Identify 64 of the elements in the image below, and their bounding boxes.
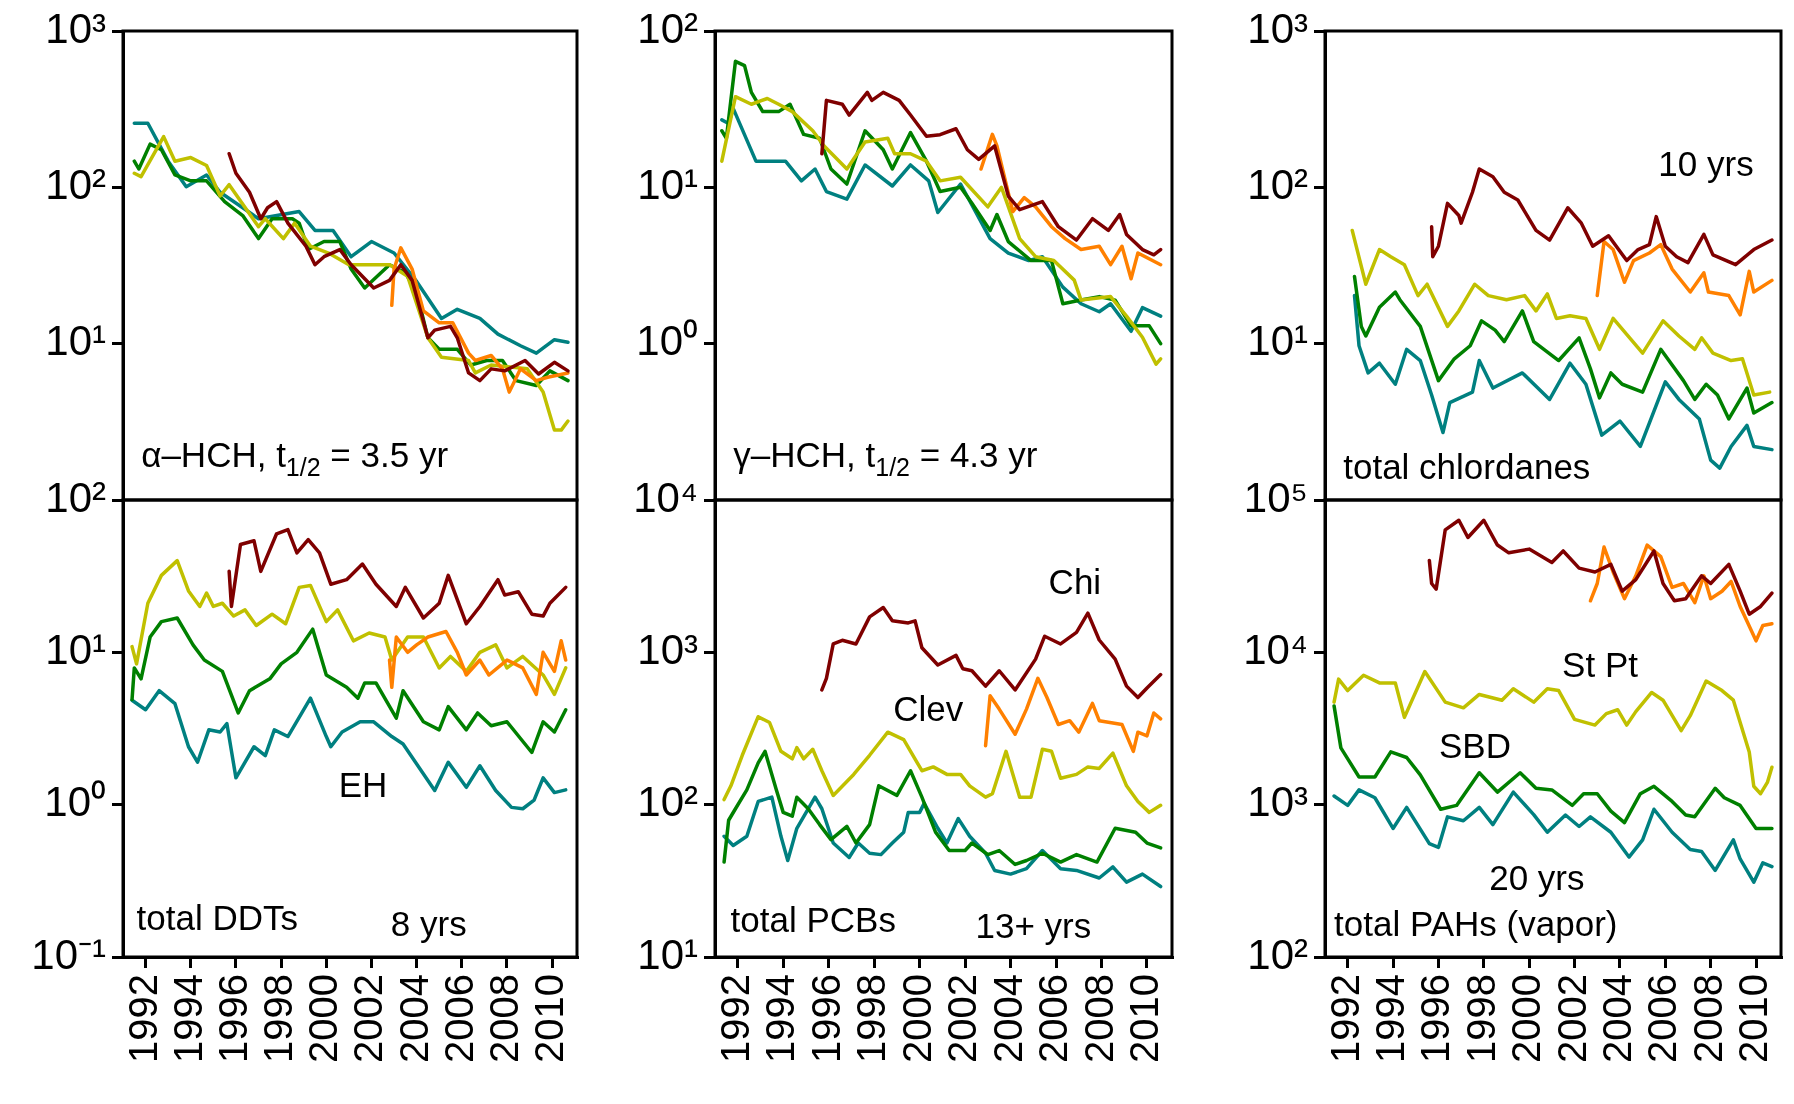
x-tick-label: 2002 [940, 974, 985, 1063]
y-tick-label: 10¹ [45, 625, 107, 673]
x-tick-label: 2004 [985, 974, 1030, 1063]
y-tick-label: 10² [45, 473, 107, 521]
x-tick-label: 2002 [1549, 974, 1594, 1063]
annotation: 20 yrs [1489, 857, 1585, 897]
x-tick-label: 2008 [482, 974, 527, 1063]
x-tick-label: 1996 [210, 974, 255, 1063]
y-tick-label: 10⁵ [1243, 473, 1308, 521]
x-tick-label: 2000 [894, 974, 939, 1063]
y-tick-label: 10¹ [637, 160, 699, 208]
y-tick-label: 10¹ [1247, 317, 1309, 365]
x-tick-label: 1994 [1368, 974, 1413, 1063]
x-tick-label: 2008 [1076, 974, 1121, 1063]
text: total PAHs (vapor) [1334, 903, 1618, 943]
x-tick-label: 2006 [436, 974, 481, 1063]
y-tick-label: 10² [1247, 160, 1309, 208]
text: total PCBs [730, 899, 896, 939]
y-tick-label: 10³ [637, 625, 699, 673]
x-tick-label: 2010 [1122, 974, 1167, 1063]
series-label: St Pt [1562, 645, 1639, 685]
y-tick-label: 10⁻¹ [31, 930, 107, 978]
x-tick-label: 2004 [391, 974, 436, 1063]
series-label: EH [338, 765, 388, 805]
series-label: Clev [893, 688, 964, 728]
text: total DDTs [136, 897, 299, 937]
x-tick-label: 2006 [1031, 974, 1076, 1063]
x-tick-label: 2000 [1504, 974, 1549, 1063]
annotation: 10 yrs [1658, 144, 1754, 184]
x-tick-label: 1992 [712, 974, 757, 1063]
x-tick-label: 2010 [1731, 974, 1776, 1063]
x-tick-label: 1998 [256, 974, 301, 1063]
y-tick-label: 10¹ [45, 317, 107, 365]
x-tick-label: 2008 [1685, 974, 1730, 1063]
y-tick-label: 10⁰ [636, 317, 698, 365]
y-tick-label: 10³ [1247, 4, 1309, 52]
y-tick-label: 10⁴ [633, 473, 698, 521]
y-tick-label: 10⁰ [44, 778, 106, 826]
x-tick-label: 1998 [849, 974, 894, 1063]
y-tick-label: 10² [45, 160, 107, 208]
x-tick-label: 1998 [1458, 974, 1503, 1063]
y-tick-label: 10¹ [637, 930, 699, 978]
x-tick-label: 2004 [1594, 974, 1639, 1063]
annotation: 13+ yrs [975, 905, 1092, 945]
x-tick-label: 1994 [165, 974, 210, 1063]
y-tick-label: 10² [1247, 930, 1309, 978]
x-tick-label: 2006 [1640, 974, 1685, 1063]
x-tick-label: 1996 [803, 974, 848, 1063]
x-tick-label: 2010 [527, 974, 572, 1063]
y-tick-label: 10² [637, 778, 699, 826]
series-label: Chi [1048, 562, 1102, 602]
x-tick-label: 1996 [1413, 974, 1458, 1063]
annotation: 8 yrs [390, 904, 467, 944]
x-tick-label: 1992 [120, 974, 165, 1063]
y-tick-label: 10³ [45, 4, 107, 52]
x-tick-label: 2002 [346, 974, 391, 1063]
y-tick-label: 10² [637, 4, 699, 52]
series-label: SBD [1439, 725, 1511, 765]
x-tick-label: 1992 [1322, 974, 1367, 1063]
text: total chlordanes [1343, 446, 1591, 486]
y-tick-label: 10⁴ [1243, 625, 1308, 673]
x-tick-label: 2000 [301, 974, 346, 1063]
x-tick-label: 1994 [758, 974, 803, 1063]
y-tick-label: 10³ [1247, 778, 1309, 826]
